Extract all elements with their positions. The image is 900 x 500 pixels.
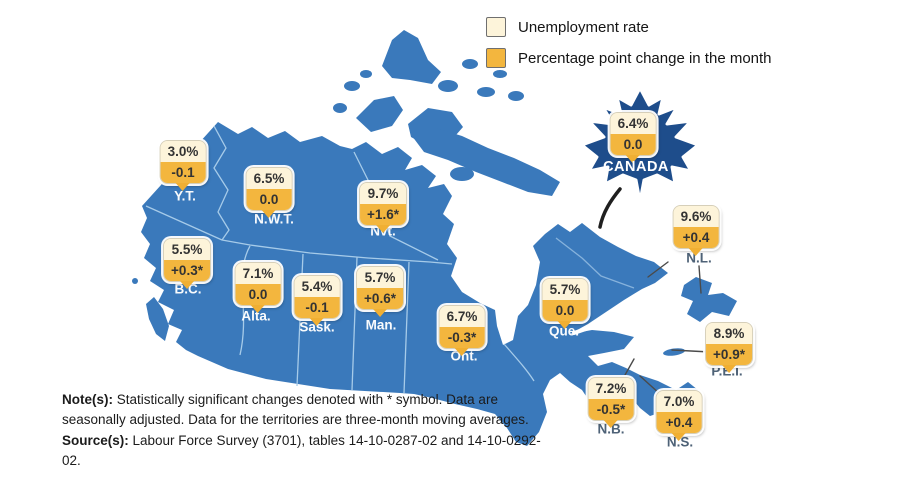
nwt-change: 0.0 bbox=[246, 188, 292, 210]
badge-que: 5.7% 0.0 bbox=[541, 278, 589, 322]
badge-yt: 3.0% -0.1 bbox=[159, 140, 207, 184]
border-manitoba-ontario bbox=[403, 261, 410, 394]
sask-unemployment-rate: 5.4% bbox=[294, 276, 340, 297]
canada-change: 0.0 bbox=[610, 133, 656, 155]
badge-nwt: 6.5% 0.0 bbox=[245, 167, 293, 211]
haida-gwaii-island bbox=[132, 278, 138, 284]
bc-change: +0.3* bbox=[164, 259, 210, 281]
legend-label-unemployment-rate: Unemployment rate bbox=[518, 18, 649, 36]
border-60th-parallel bbox=[145, 205, 453, 265]
nb-unemployment-rate: 7.2% bbox=[588, 378, 634, 399]
nb-change: -0.5* bbox=[588, 398, 634, 420]
legend-item-unemployment-rate: Unemployment rate bbox=[486, 17, 772, 37]
que-change: 0.0 bbox=[542, 299, 588, 321]
alta-change: 0.0 bbox=[235, 283, 281, 305]
note-label: Note(s): bbox=[62, 392, 113, 407]
arctic-island bbox=[462, 59, 478, 69]
ns-change: +0.4 bbox=[656, 411, 702, 433]
legend: Unemployment rate Percentage point chang… bbox=[486, 17, 772, 68]
pei-change: +0.9* bbox=[706, 343, 752, 365]
nb-leader-line bbox=[624, 358, 635, 376]
nl-change: +0.4 bbox=[673, 226, 719, 248]
badge-nvt: 9.7% +1.6* bbox=[359, 182, 407, 226]
yt-unemployment-rate: 3.0% bbox=[160, 141, 206, 162]
pei-leader-line bbox=[671, 349, 711, 353]
newfoundland-island bbox=[681, 277, 737, 322]
region-label-yt: Y.T. bbox=[174, 188, 196, 204]
nvt-unemployment-rate: 9.7% bbox=[360, 183, 406, 204]
leader-lines bbox=[624, 261, 711, 395]
legend-label-percentage-change: Percentage point change in the month bbox=[518, 49, 772, 67]
badge-canada: 6.4% 0.0 bbox=[609, 112, 657, 156]
unemployment-rate-swatch bbox=[486, 17, 506, 37]
ns-leader-line bbox=[639, 375, 661, 395]
arctic-island bbox=[360, 70, 372, 78]
border-quebec-labrador bbox=[555, 237, 635, 289]
maple-leaf-stem bbox=[598, 187, 622, 229]
bc-unemployment-rate: 5.5% bbox=[164, 239, 210, 260]
badge-nb: 7.2% -0.5* bbox=[587, 377, 635, 421]
pei-island bbox=[663, 348, 685, 356]
nl-unemployment-rate: 9.6% bbox=[673, 206, 719, 227]
ns-unemployment-rate: 7.0% bbox=[656, 391, 702, 412]
legend-item-percentage-change: Percentage point change in the month bbox=[486, 48, 772, 68]
source-label: Source(s): bbox=[62, 432, 129, 448]
arctic-island bbox=[344, 81, 360, 91]
que-unemployment-rate: 5.7% bbox=[542, 279, 588, 300]
alta-unemployment-rate: 7.1% bbox=[235, 263, 281, 284]
sask-change: -0.1 bbox=[294, 296, 340, 318]
region-label-sask: Sask. bbox=[299, 319, 335, 335]
ont-change: -0.3* bbox=[439, 326, 485, 348]
arctic-island bbox=[508, 91, 524, 101]
badge-man: 5.7% +0.6* bbox=[356, 266, 404, 310]
badge-alta: 7.1% 0.0 bbox=[234, 262, 282, 306]
ont-unemployment-rate: 6.7% bbox=[439, 306, 485, 327]
nwt-unemployment-rate: 6.5% bbox=[246, 168, 292, 189]
badge-pei: 8.9% +0.9* bbox=[705, 322, 753, 366]
southampton-island bbox=[450, 167, 474, 181]
badge-ns: 7.0% +0.4 bbox=[655, 390, 703, 434]
badge-nl: 9.6% +0.4 bbox=[672, 205, 720, 249]
nl-leader-line bbox=[698, 265, 702, 294]
arctic-island bbox=[438, 80, 458, 92]
arctic-island bbox=[333, 103, 347, 113]
nl-labrador-tick bbox=[647, 261, 669, 278]
source-text: Labour Force Survey (3701), tables 14-10… bbox=[62, 432, 541, 468]
pei-unemployment-rate: 8.9% bbox=[706, 323, 752, 344]
man-change: +0.6* bbox=[357, 287, 403, 309]
vancouver-island bbox=[146, 297, 169, 341]
baffin-island bbox=[412, 128, 560, 196]
border-yukon-nwt bbox=[213, 125, 230, 241]
note-text: Statistically significant changes denote… bbox=[62, 392, 529, 428]
percentage-change-swatch bbox=[486, 48, 506, 68]
badge-ont: 6.7% -0.3* bbox=[438, 305, 486, 349]
arctic-island bbox=[493, 70, 507, 78]
yt-change: -0.1 bbox=[160, 161, 206, 183]
badge-sask: 5.4% -0.1 bbox=[293, 275, 341, 319]
banks-island bbox=[356, 96, 403, 132]
note-paragraph: Note(s): Statistically significant chang… bbox=[62, 390, 542, 431]
arctic-island bbox=[477, 87, 495, 97]
canada-unemployment-rate: 6.4% bbox=[610, 113, 656, 134]
st-lawrence-river bbox=[572, 292, 664, 335]
canada-label: CANADA bbox=[603, 159, 669, 175]
footnotes: Note(s): Statistically significant chang… bbox=[62, 390, 542, 471]
region-label-man: Man. bbox=[365, 317, 397, 333]
ellesmere-island bbox=[382, 30, 441, 84]
nvt-change: +1.6* bbox=[360, 203, 406, 225]
badge-bc: 5.5% +0.3* bbox=[163, 238, 211, 282]
man-unemployment-rate: 5.7% bbox=[357, 267, 403, 288]
source-paragraph: Source(s): Labour Force Survey (3701), t… bbox=[62, 431, 542, 472]
border-ontario-quebec bbox=[503, 343, 535, 382]
